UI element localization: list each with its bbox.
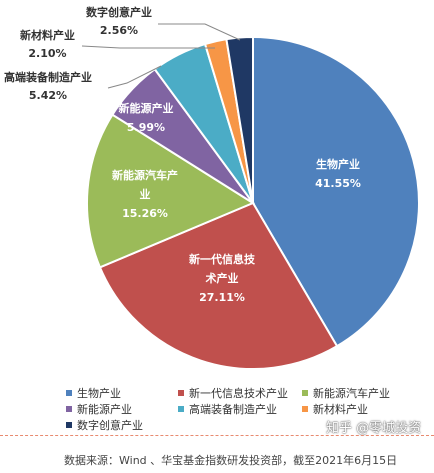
legend-item: 新能源产业 <box>66 401 178 417</box>
legend-label: 高端装备制造产业 <box>189 403 277 416</box>
legend-item: 高端装备制造产业 <box>178 401 302 417</box>
pie-slice <box>86 113 256 269</box>
slice-label-name: 新材料产业 <box>20 28 75 42</box>
legend-item: 新能源汽车产业 <box>302 385 390 401</box>
slice-label-name: 新能源产业 <box>119 101 174 115</box>
legend-item: 新一代信息技术产业 <box>178 385 302 401</box>
slice-label-value: 5.99% <box>127 121 165 134</box>
pie-chart: 生物产业 41.55% 新一代信息技术产业 27.11% 新能源汽车产业 15.26% 新能… <box>4 5 420 370</box>
slice-label-value: 41.55% <box>315 177 361 190</box>
slice-label-value: 5.42% <box>29 89 67 102</box>
slice-label-name: 新一代信息技 <box>189 252 256 266</box>
legend-item: 生物产业 <box>66 385 178 401</box>
source-note: 数据来源：Wind 、华宝基金指数研发投资部，截至2021年6月15日 <box>64 454 398 467</box>
divider <box>0 435 434 436</box>
legend-swatch <box>66 422 72 428</box>
watermark: 知乎 @零城投资 <box>326 421 422 436</box>
legend-label: 数字创意产业 <box>77 419 143 432</box>
leader-line <box>81 45 215 49</box>
slice-label-value: 2.10% <box>28 47 66 60</box>
pie-slice <box>252 35 420 348</box>
pie-slice <box>98 201 339 370</box>
legend-item: 数字创意产业 <box>66 417 143 433</box>
slice-label-name: 数字创意产业 <box>86 5 152 19</box>
slice-label-value: 2.56% <box>100 24 138 37</box>
legend-swatch <box>66 390 72 396</box>
legend-swatch <box>302 390 308 396</box>
legend-label: 新能源汽车产业 <box>313 387 390 400</box>
legend-label: 新一代信息技术产业 <box>189 387 288 400</box>
legend-label: 新能源产业 <box>77 403 132 416</box>
slice-label-name: 业 <box>140 187 151 201</box>
pie-slice <box>225 35 254 204</box>
legend-swatch <box>178 390 184 396</box>
slice-label-value: 15.26% <box>122 207 168 220</box>
legend-label: 新材料产业 <box>313 403 368 416</box>
legend-swatch <box>302 406 308 412</box>
legend-swatch <box>178 406 184 412</box>
slice-label-name: 高端装备制造产业 <box>4 70 92 84</box>
leader-line <box>158 23 241 41</box>
slice-label-name: 新能源汽车产 <box>112 168 178 182</box>
leader-line <box>107 65 162 89</box>
legend: 生物产业 新一代信息技术产业 新能源汽车产业 新能源产业 高端装备制造产业 新材… <box>66 385 426 433</box>
legend-item: 新材料产业 <box>302 401 368 417</box>
slice-label-name: 术产业 <box>205 271 239 285</box>
legend-label: 生物产业 <box>77 387 121 400</box>
slice-label-name: 生物产业 <box>316 157 360 171</box>
slice-label-value: 27.11% <box>199 291 245 304</box>
legend-swatch <box>66 406 72 412</box>
